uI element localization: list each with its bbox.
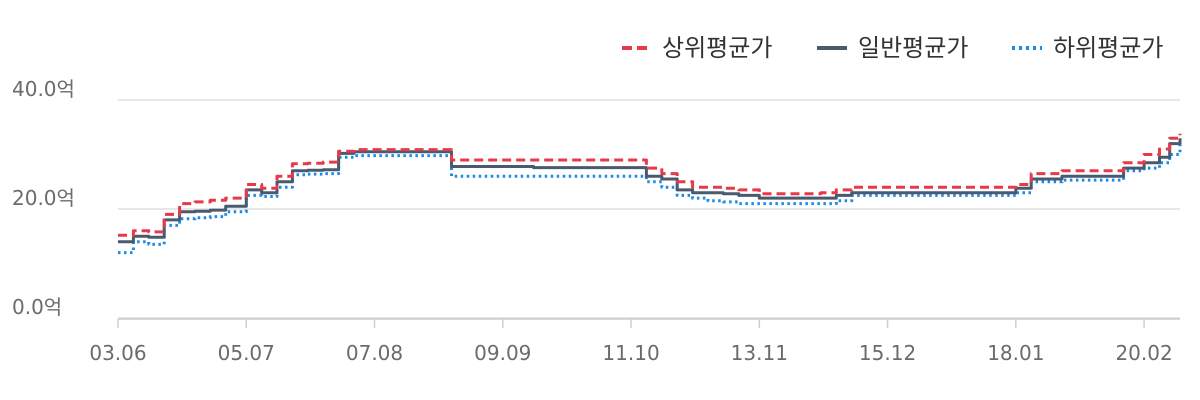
x-tick-label: 13.11 [731,341,788,365]
x-tick-label: 11.10 [602,341,659,365]
grid-lines [118,99,1180,319]
series-line-1 [118,138,1182,244]
x-tick-label: 18.01 [987,341,1044,365]
legend: 상위평균가 일반평균가 하위평균가 [622,34,1163,62]
series-line-0 [118,133,1182,237]
y-tick-label: 0.0억 [12,295,62,319]
x-tick-label: 05.07 [218,341,275,365]
y-tick-label: 40.0억 [12,77,75,101]
x-tick-label: 03.06 [89,341,146,365]
x-tick-label: 07.08 [346,341,403,365]
legend-label: 일반평균가 [858,34,968,62]
series-line-2 [118,143,1182,255]
x-tick-label: 20.02 [1115,341,1172,365]
y-tick-label: 20.0억 [12,186,75,210]
series-lines [118,133,1182,255]
x-tick-label: 15.12 [859,341,916,365]
x-tick-label: 09.09 [474,341,531,365]
legend-label: 상위평균가 [662,34,772,62]
y-axis-ticks: 0.0억 20.0억 40.0억 [12,77,75,319]
legend-label: 하위평균가 [1053,34,1163,62]
x-axis: 03.06 05.07 07.08 09.09 11.10 13.11 15.12 18.01… [89,318,1180,365]
